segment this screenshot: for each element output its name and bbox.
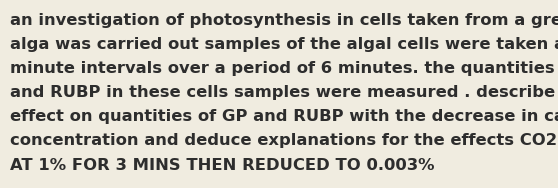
Text: alga was carried out samples of the algal cells were taken at 1: alga was carried out samples of the alga… <box>10 37 558 52</box>
Text: AT 1% FOR 3 MINS THEN REDUCED TO 0.003%: AT 1% FOR 3 MINS THEN REDUCED TO 0.003% <box>10 158 435 173</box>
Text: an investigation of photosynthesis in cells taken from a green: an investigation of photosynthesis in ce… <box>10 13 558 28</box>
Text: and RUBP in these cells samples were measured . describe the: and RUBP in these cells samples were mea… <box>10 85 558 100</box>
Text: effect on quantities of GP and RUBP with the decrease in carbon: effect on quantities of GP and RUBP with… <box>10 109 558 124</box>
Text: concentration and deduce explanations for the effects CO2 WAS: concentration and deduce explanations fo… <box>10 133 558 149</box>
Text: minute intervals over a period of 6 minutes. the quantities of GP: minute intervals over a period of 6 minu… <box>10 61 558 76</box>
